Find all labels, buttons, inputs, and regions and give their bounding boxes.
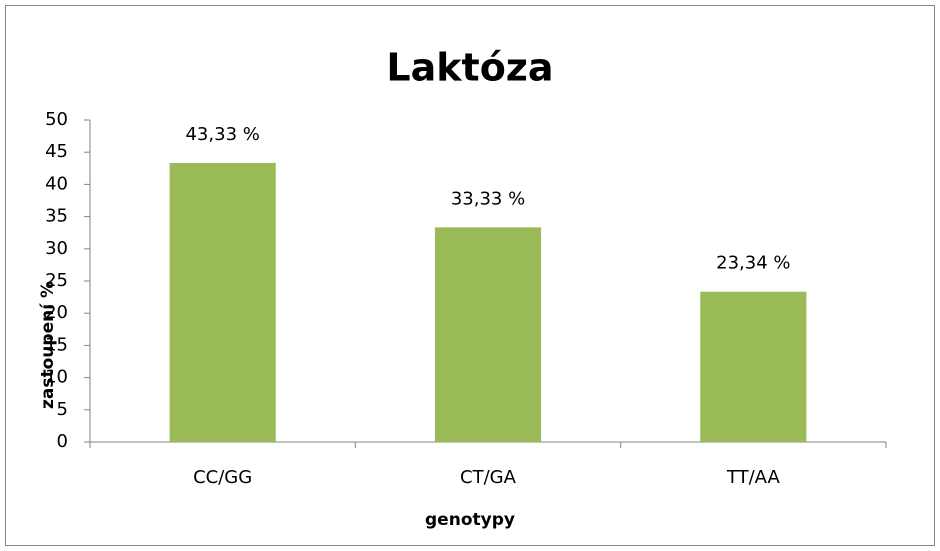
y-tick-label: 10 [45,367,68,388]
y-tick-label: 15 [45,334,68,355]
y-tick-label: 5 [57,399,68,420]
y-tick-label: 25 [45,270,68,291]
y-tick-label: 20 [45,302,68,323]
chart-title: Laktóza [386,46,553,90]
x-tick-label: CT/GA [460,467,517,488]
data-label: 43,33 % [185,124,259,145]
y-tick-label: 45 [45,141,68,162]
x-tick-label: CC/GG [193,467,252,488]
bar [434,227,542,442]
bar [700,291,807,442]
x-tick-label: TT/AA [726,467,781,488]
x-axis-label: genotypy [425,510,515,530]
data-label: 33,33 % [451,188,525,209]
y-tick-label: 40 [45,173,68,194]
y-tick-label: 35 [45,206,68,227]
y-axis-label: zastoupení % [38,281,58,409]
data-label: 23,34 % [716,253,790,274]
y-tick-label: 30 [45,238,68,259]
y-tick-label: 0 [57,431,68,452]
y-tick-label: 50 [45,109,68,130]
bar [169,162,276,442]
